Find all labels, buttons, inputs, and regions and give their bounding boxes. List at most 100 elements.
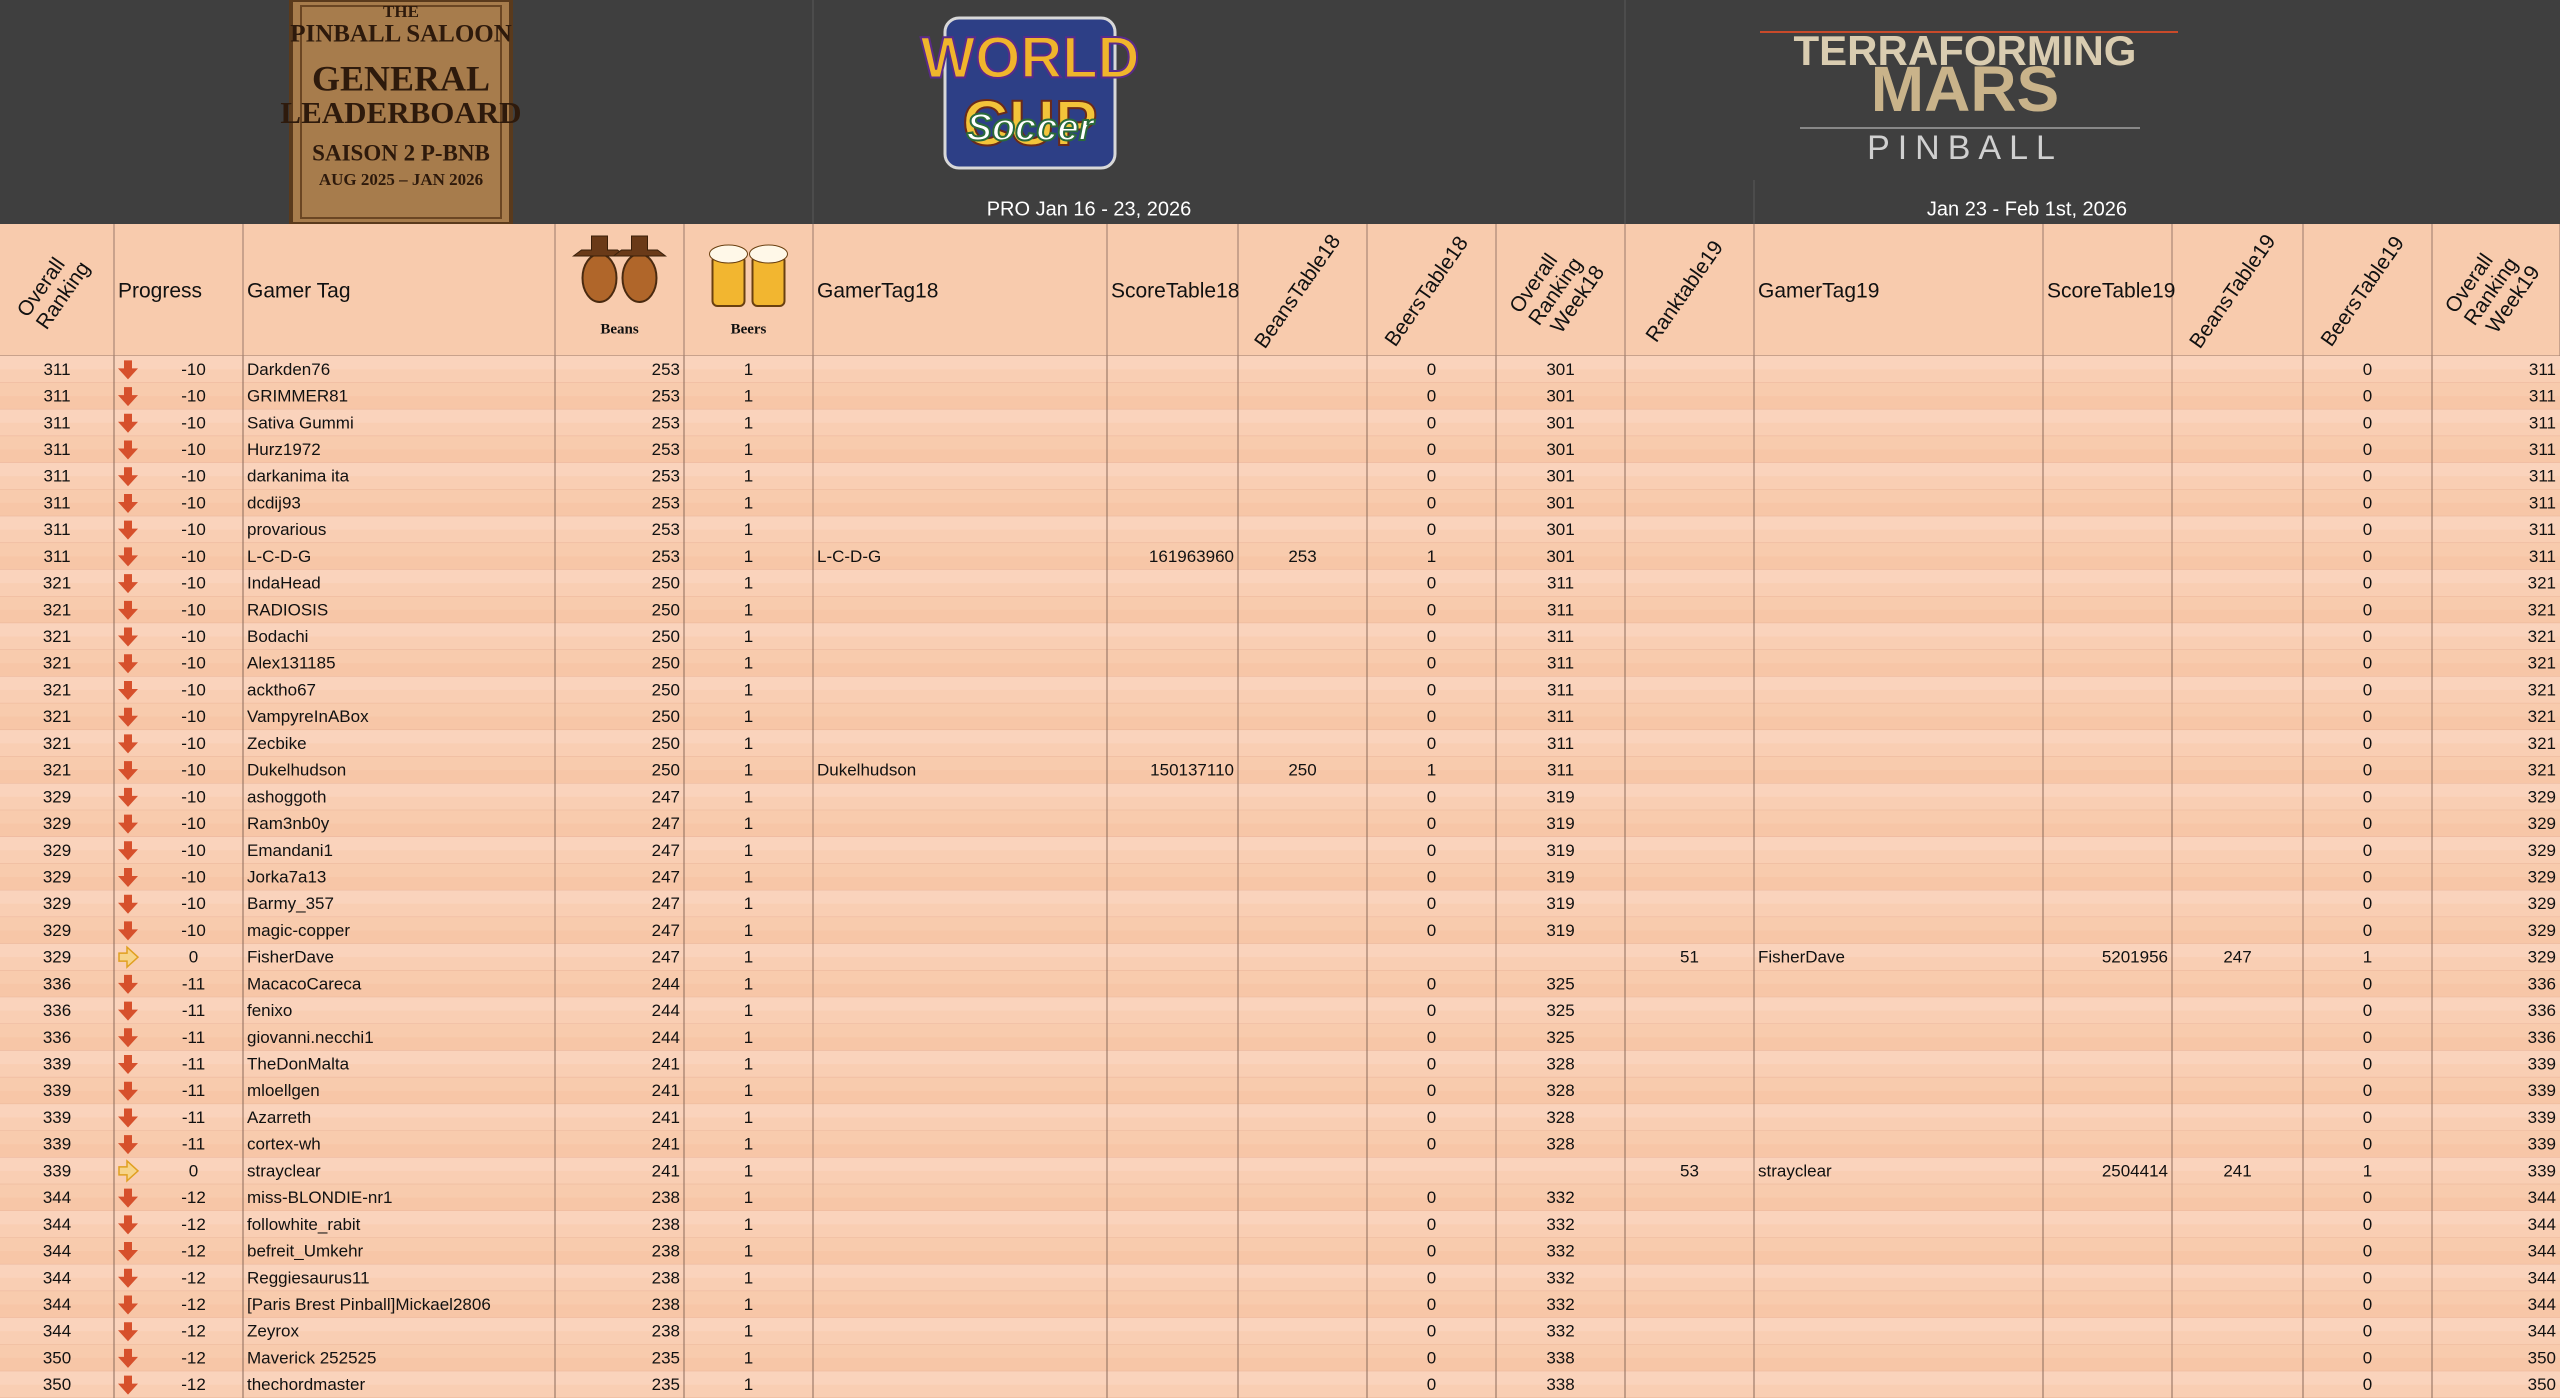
cell: Emandani1 [247,841,333,860]
cell: 339 [2528,1161,2556,1180]
progress-arrow-down [118,921,138,941]
cell: -10 [181,734,206,753]
cell: 344 [2528,1295,2556,1314]
cell: 0 [2363,360,2372,379]
cell: 328 [1546,1135,1574,1154]
cell: 329 [2528,948,2556,967]
cell: 5201956 [2102,948,2168,967]
cell: -11 [182,1055,205,1074]
progress-arrow-down [118,841,138,861]
cell: 0 [2363,1001,2372,1020]
cell: 1 [744,413,753,432]
cell: 0 [1427,974,1436,993]
cell: 247 [652,814,680,833]
cell: 247 [652,867,680,886]
cell: 0 [1427,413,1436,432]
cell: 0 [1427,387,1436,406]
cell: miss-BLONDIE-nr1 [247,1188,392,1207]
cell: 1 [744,814,753,833]
cell: 0 [189,1161,198,1180]
cell: 0 [2363,894,2372,913]
cell: acktho67 [247,680,316,699]
cell: 51 [1680,948,1699,967]
cell: -11 [182,1108,205,1127]
cell: 329 [2528,894,2556,913]
cell: -10 [181,440,206,459]
cell: 1 [2363,948,2372,967]
cell: ashoggoth [247,787,326,806]
progress-arrow-down [118,1215,138,1235]
cell: 0 [1427,867,1436,886]
cell: 0 [1427,1295,1436,1314]
cell: 250 [652,574,680,593]
cell: 1 [744,1188,753,1207]
saloon-text: THE [383,2,419,21]
cell: 1 [744,1375,753,1394]
week-dates: Jan 23 - Feb 1st, 2026 [1927,198,2127,220]
row-stripe [0,743,2560,757]
cell: MacacoCareca [247,974,362,993]
cell: 0 [1427,600,1436,619]
cell: TheDonMalta [247,1055,350,1074]
cell: 0 [2363,734,2372,753]
cell: 0 [1427,467,1436,486]
cell: 0 [2363,1322,2372,1341]
cell: 321 [2528,574,2556,593]
cell: 1 [744,894,753,913]
cell: 344 [43,1188,71,1207]
cell: 336 [43,1028,71,1047]
cell: 0 [2363,387,2372,406]
cell: magic-copper [247,921,350,940]
cell: giovanni.necchi1 [247,1028,374,1047]
row-stripe [0,502,2560,517]
world-cup-logo [943,16,1117,170]
cell: 311 [2529,547,2556,566]
cell: mloellgen [247,1081,320,1100]
cell: 332 [1546,1188,1574,1207]
row-stripe [0,1117,2560,1131]
cell: 1 [744,974,753,993]
cell: 329 [43,948,71,967]
cell: -10 [181,600,206,619]
progress-arrow-down [118,1028,138,1048]
cell: 0 [2363,787,2372,806]
row-stripe [0,529,2560,544]
cell: 0 [2363,1375,2372,1394]
row-stripe [0,1197,2560,1211]
cell: -12 [181,1295,206,1314]
cell: 0 [1427,1055,1436,1074]
row-stripe [0,1384,2560,1398]
cell: 311 [2529,387,2556,406]
cell: -10 [181,520,206,539]
cell: 344 [2528,1268,2556,1287]
cell: 311 [2529,413,2556,432]
cell: 1 [744,547,753,566]
cell: 301 [1546,440,1574,459]
cell: 247 [652,787,680,806]
cell: 311 [1547,761,1574,780]
cell: 321 [43,574,71,593]
cell: 332 [1546,1242,1574,1261]
cell: 321 [2528,761,2556,780]
terraforming-text: TERRAFORMING [1794,27,2137,74]
cell: 0 [1427,627,1436,646]
cell: 319 [1546,894,1574,913]
cell: 244 [652,974,680,993]
cell: 350 [2528,1375,2556,1394]
cell: Dukelhudson [817,761,916,780]
cell: 311 [1547,600,1574,619]
cell: 1 [744,1348,753,1367]
progress-arrow-down [118,467,138,487]
cell: 321 [43,600,71,619]
cell: 253 [652,413,680,432]
cell: 250 [652,761,680,780]
cell: 253 [652,520,680,539]
cell: 344 [43,1295,71,1314]
cell: 332 [1546,1322,1574,1341]
cell: 241 [652,1081,680,1100]
hat [612,235,667,257]
progress-arrow-down [118,627,138,647]
row-stripe [0,770,2560,784]
progress-arrow-right [118,945,140,969]
